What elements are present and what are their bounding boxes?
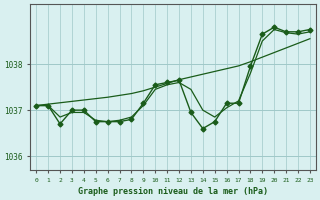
- X-axis label: Graphe pression niveau de la mer (hPa): Graphe pression niveau de la mer (hPa): [78, 187, 268, 196]
